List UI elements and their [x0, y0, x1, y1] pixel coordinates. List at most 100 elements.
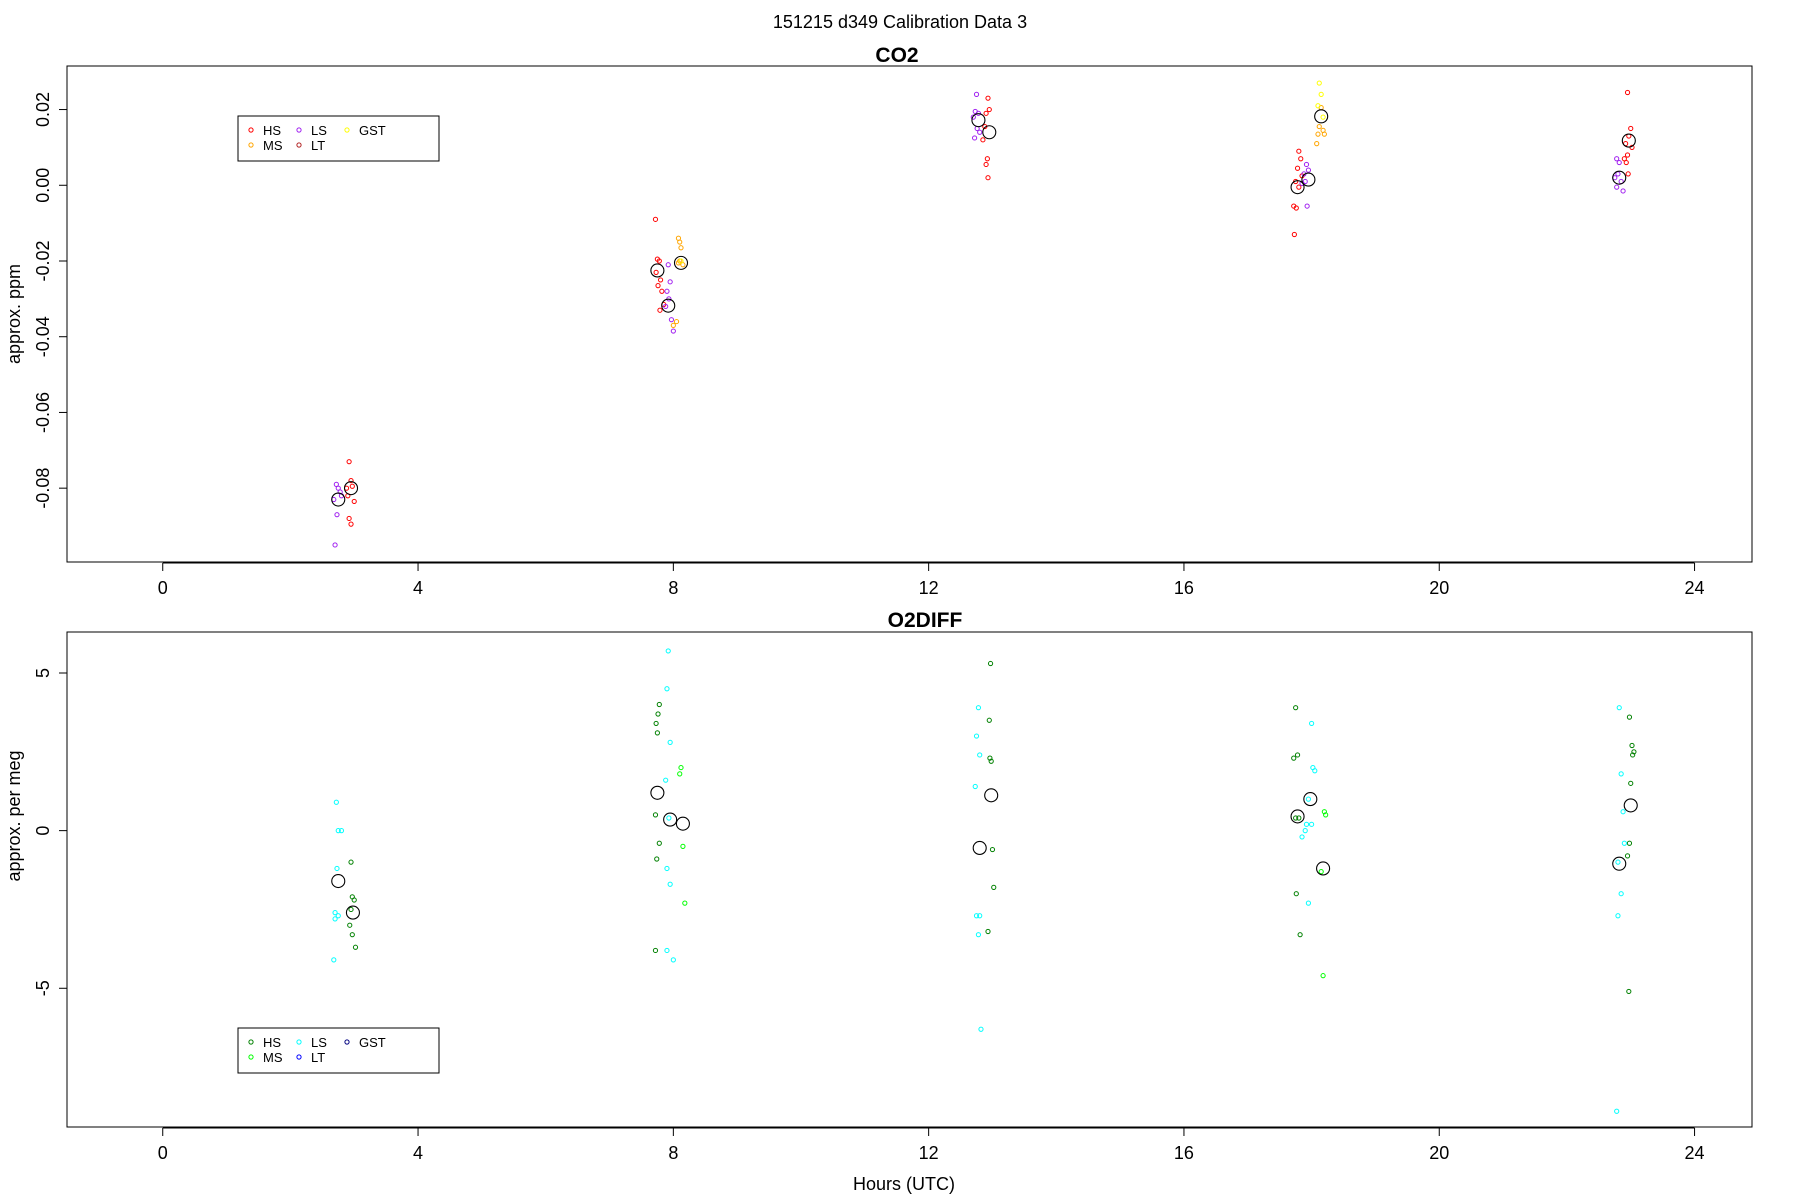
figure-title: 151215 d349 Calibration Data 3: [773, 12, 1027, 32]
o2diff-ls-point: [977, 752, 983, 758]
co2-x-axis: 0 4 8 12 16 20 24: [158, 562, 1705, 598]
co2-mean-point: [673, 255, 689, 270]
o2diff-ls-point: [1618, 891, 1624, 897]
o2diff-ls-point: [667, 739, 673, 745]
co2-panel: CO2 approx. ppm 0 4 8 12 16 20 24 -0.08-0.06-0…: [4, 44, 1753, 598]
o2diff-mean-point: [650, 785, 665, 800]
o2diff-hs-point: [1297, 932, 1303, 938]
o2diff-ls-point: [332, 910, 338, 916]
o2diff-ls-point: [335, 913, 341, 919]
co2-hs-point: [1628, 125, 1634, 132]
o2diff-hs-point: [652, 947, 659, 954]
co2-ls-point: [977, 129, 983, 135]
o2diff-hs-point: [1293, 705, 1299, 711]
co2-legend-label-lt: LT: [311, 138, 325, 153]
co2-hs-point: [980, 137, 986, 143]
co2-ls-point: [664, 288, 670, 294]
co2-legend-marker-gst: [344, 127, 350, 133]
o2diff-legend-label-hs: HS: [263, 1035, 281, 1050]
o2diff-ls-point: [335, 828, 341, 834]
o2diff-hs-point: [348, 906, 354, 913]
o2diff-mean-point: [675, 816, 690, 831]
co2-hs-point: [1624, 152, 1631, 158]
o2diff-x-axis: 0 4 8 12 16 20 24: [158, 1127, 1705, 1163]
co2-hs-point: [985, 175, 991, 181]
o2diff-mean-point: [984, 788, 999, 803]
o2diff-ls-point: [975, 705, 982, 711]
o2diff-ls-point: [666, 815, 672, 821]
o2diff-y-axis: -5 0 5: [33, 668, 68, 996]
o2diff-ls-point: [1305, 900, 1312, 906]
co2-hs-point: [1625, 171, 1631, 177]
o2diff-ls-point: [333, 799, 339, 805]
co2-ms-point: [678, 245, 684, 251]
o2diff-mean-point: [1303, 792, 1318, 807]
co2-ls-point: [1615, 171, 1621, 177]
co2-hs-point: [655, 283, 661, 289]
co2-gst-point: [1320, 114, 1326, 120]
o2diff-x-tick-label: 16: [1174, 1143, 1194, 1163]
o2diff-ls-point: [978, 1026, 984, 1032]
o2diff-ls-point: [664, 686, 670, 692]
o2diff-legend-box: [237, 1027, 440, 1074]
co2-hs-point: [351, 498, 357, 505]
co2-hs-point: [1291, 231, 1297, 238]
o2diff-x-tick-label: 0: [158, 1143, 168, 1163]
co2-x-tick-label: 4: [413, 578, 423, 598]
co2-legend-label-hs: HS: [263, 123, 281, 138]
co2-y-tick-label: -0.04: [33, 316, 53, 357]
co2-mean-point: [1612, 170, 1627, 185]
o2diff-hs-point: [1293, 891, 1299, 897]
co2-hs-point: [1298, 156, 1304, 162]
o2diff-hs-point: [1291, 755, 1297, 761]
co2-ms-point: [1321, 131, 1327, 137]
o2diff-ls-point: [975, 932, 982, 938]
co2-ls-point: [667, 279, 673, 285]
o2diff-ls-point: [332, 916, 338, 922]
co2-y-tick-label: 0.02: [33, 92, 53, 127]
o2diff-hs-point: [655, 711, 661, 717]
co2-hs-point: [657, 307, 663, 313]
o2diff-x-tick-label: 20: [1429, 1143, 1449, 1163]
o2diff-points: [331, 648, 1638, 1114]
o2diff-hs-point: [652, 812, 659, 818]
o2diff-x-tick-label: 8: [668, 1143, 678, 1163]
o2diff-ls-point: [1621, 840, 1627, 846]
o2diff-ms-point: [680, 843, 686, 849]
o2diff-legend-marker-ms: [248, 1054, 254, 1060]
o2diff-ls-point: [1616, 705, 1622, 711]
o2diff-hs-point: [1296, 815, 1302, 821]
co2-hs-point: [984, 156, 990, 162]
co2-hs-point: [985, 95, 991, 101]
o2diff-ls-point: [664, 947, 670, 954]
o2diff-hs-point: [1628, 780, 1634, 786]
o2diff-legend-marker-gst: [344, 1039, 350, 1045]
co2-ms-point: [1315, 131, 1321, 137]
co2-ls-point: [663, 303, 669, 310]
o2diff-hs-point: [1626, 840, 1633, 846]
co2-ls-point: [970, 114, 976, 120]
co2-x-tick-label: 8: [668, 578, 678, 598]
o2diff-ls-point: [977, 913, 983, 919]
o2diff-mean-point: [331, 874, 346, 889]
o2diff-ms-point: [678, 764, 684, 771]
o2diff-hs-point: [656, 701, 662, 708]
o2diff-hs-point: [348, 859, 354, 865]
co2-gst-point: [678, 258, 684, 264]
o2diff-ls-point: [663, 777, 669, 783]
co2-ls-point: [1305, 167, 1312, 173]
co2-y-tick-label: -0.02: [33, 240, 53, 281]
co2-ls-point: [332, 542, 338, 548]
co2-ls-point: [1616, 159, 1622, 166]
o2diff-mean-point: [663, 812, 678, 827]
co2-y-axis: -0.08 -0.06 -0.04 -0.02 0.00 0.02: [33, 92, 68, 509]
co2-ls-point: [334, 512, 340, 518]
co2-hs-point: [346, 515, 352, 522]
o2diff-ls-point: [1615, 859, 1621, 865]
co2-ms-point: [673, 318, 680, 325]
co2-legend-label-gst: GST: [359, 123, 386, 138]
o2diff-ls-point: [972, 783, 978, 790]
o2diff-hs-point: [987, 660, 994, 667]
